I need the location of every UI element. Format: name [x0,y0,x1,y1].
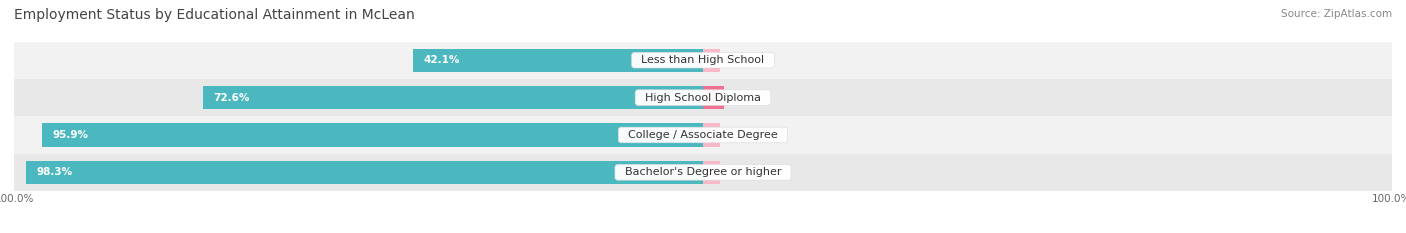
Text: Bachelor's Degree or higher: Bachelor's Degree or higher [617,167,789,177]
Bar [703,123,720,147]
Text: 72.6%: 72.6% [214,93,249,103]
Text: 3.0%: 3.0% [734,93,761,103]
Text: 42.1%: 42.1% [423,55,460,65]
Text: Employment Status by Educational Attainment in McLean: Employment Status by Educational Attainm… [14,8,415,22]
Bar [14,79,1392,116]
Bar [14,41,1392,79]
Bar [14,154,1392,191]
Bar [202,86,703,109]
Bar [42,123,703,147]
Bar [703,161,720,184]
Text: Source: ZipAtlas.com: Source: ZipAtlas.com [1281,9,1392,19]
Text: 98.3%: 98.3% [37,167,72,177]
Text: Less than High School: Less than High School [634,55,772,65]
Bar [703,86,724,109]
Bar [413,49,703,72]
Text: 0.0%: 0.0% [731,167,756,177]
Bar [14,116,1392,154]
Text: 0.0%: 0.0% [731,55,756,65]
Text: 0.0%: 0.0% [731,130,756,140]
Text: High School Diploma: High School Diploma [638,93,768,103]
Text: 95.9%: 95.9% [52,130,89,140]
Bar [703,49,720,72]
Text: College / Associate Degree: College / Associate Degree [621,130,785,140]
Bar [25,161,703,184]
